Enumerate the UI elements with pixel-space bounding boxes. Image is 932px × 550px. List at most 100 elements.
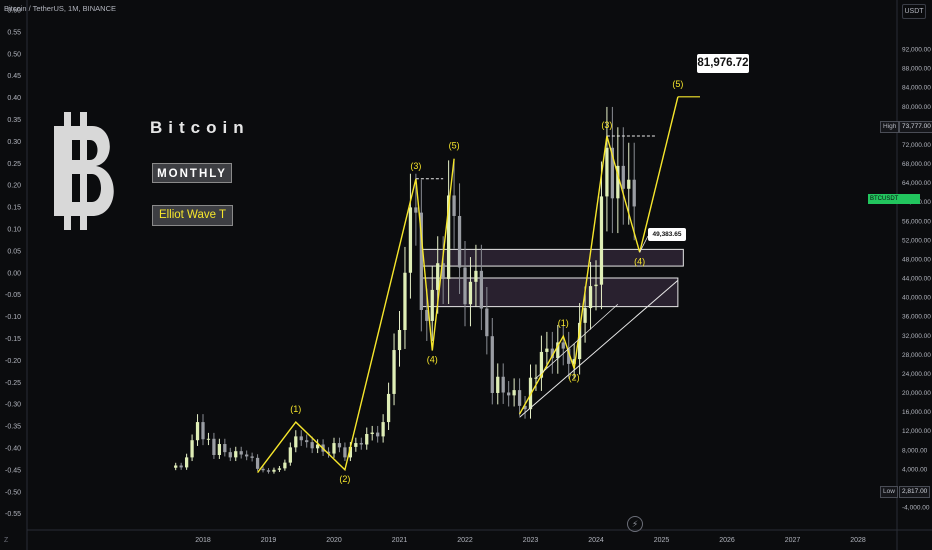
candle-body	[261, 468, 265, 471]
candle-body	[457, 215, 462, 268]
candle-body	[239, 451, 243, 455]
x-tick-label: 2021	[392, 537, 408, 544]
candle-body	[315, 444, 320, 449]
candle-body	[539, 351, 544, 378]
timeframe-label: MONTHLY	[152, 163, 232, 183]
candle-body	[354, 443, 358, 447]
candle-body	[616, 165, 620, 199]
candle-body	[490, 336, 494, 393]
candle-body	[425, 309, 429, 321]
right-tick-label: 4,000.00	[902, 466, 928, 473]
candle-body	[599, 196, 604, 285]
candle-body	[463, 267, 467, 305]
candle-body	[228, 452, 232, 458]
wave-label: (5)	[672, 79, 683, 89]
right-tick-label: 8,000.00	[902, 447, 928, 454]
candle-body	[305, 440, 309, 443]
candle-body	[359, 443, 363, 445]
left-tick-label: 0.05	[7, 248, 21, 255]
candle-body	[299, 436, 303, 441]
left-tick-label: 0.50	[7, 51, 21, 58]
left-tick-label: 0.55	[7, 29, 21, 36]
wave-line-cycle-1	[257, 158, 455, 474]
candle-body	[386, 393, 391, 423]
left-tick-label: -0.45	[5, 467, 21, 474]
high-label: High	[880, 121, 900, 133]
wave-projection-line	[639, 96, 679, 253]
left-tick-label: 0.35	[7, 117, 21, 124]
candle-body	[621, 165, 625, 189]
candle-body	[512, 390, 516, 396]
candle-body	[605, 147, 609, 197]
candle-body	[419, 212, 423, 310]
left-tick-label: -0.50	[5, 489, 21, 496]
bitcoin-logo	[54, 112, 114, 230]
wave-label: (3)	[410, 161, 421, 171]
wave-line-cycle-2	[518, 135, 641, 415]
target-price-label: 81,976.72	[697, 54, 749, 73]
overlay-title: Bitcoin	[150, 118, 250, 137]
lightning-icon[interactable]: ⚡	[627, 516, 643, 532]
candle-body	[588, 286, 593, 309]
candle-body	[436, 263, 440, 290]
left-tick-label: -0.40	[5, 446, 21, 453]
right-tick-label: -4,000.00	[902, 505, 930, 512]
left-tick-label: -0.05	[5, 292, 21, 299]
candle-body	[337, 443, 342, 448]
right-tick-label: 20,000.00	[902, 390, 931, 397]
candle-body	[283, 462, 287, 469]
candle-body	[376, 432, 380, 437]
candle-body	[195, 422, 200, 441]
support-trendline	[519, 280, 679, 418]
candle-body	[485, 308, 489, 337]
right-tick-label: 16,000.00	[902, 409, 931, 416]
x-tick-label: 2027	[785, 537, 801, 544]
candle-body	[234, 451, 238, 458]
x-tick-label: 2028	[850, 537, 866, 544]
right-tick-label: 52,000.00	[902, 237, 931, 244]
x-tick-label: 2018	[195, 537, 211, 544]
candle-body	[441, 263, 445, 279]
candle-body	[583, 308, 587, 323]
candle-body	[397, 330, 402, 351]
candle-body	[277, 468, 282, 470]
currency-button[interactable]: USDT	[902, 4, 926, 19]
candle-body	[550, 348, 554, 359]
candle-body	[326, 451, 331, 454]
candle-body	[523, 405, 527, 410]
current-price-tag: BTCUSDT	[868, 194, 920, 204]
candle-body	[206, 438, 211, 440]
right-tick-label: 48,000.00	[902, 256, 931, 263]
wave-label: (4)	[427, 355, 438, 365]
symbol-header[interactable]: Bitcoin / TetherUS, 1M, BINANCE	[4, 4, 116, 13]
x-tick-label: 2020	[326, 537, 342, 544]
candle-body	[632, 179, 636, 207]
candle-body	[272, 469, 276, 472]
candle-body	[365, 434, 369, 445]
candle-body	[572, 359, 576, 364]
candle-body	[348, 446, 353, 458]
right-tick-label: 68,000.00	[902, 161, 931, 168]
wave4-pointer-line	[639, 235, 649, 253]
wave4-price-label: 49,383.65	[648, 228, 686, 241]
left-tick-label: -0.30	[5, 402, 21, 409]
wave-label: (2)	[569, 373, 580, 383]
candle-body	[288, 447, 292, 463]
candle-body	[594, 284, 598, 287]
right-tick-label: 72,000.00	[902, 142, 931, 149]
left-tick-label: -0.35	[5, 424, 21, 431]
right-tick-label: 56,000.00	[902, 218, 931, 225]
right-tick-label: 80,000.00	[902, 104, 931, 111]
wave-label: (3)	[601, 120, 612, 130]
candle-body	[496, 376, 500, 393]
candle-body	[190, 440, 194, 458]
left-tick-label: 0.45	[7, 73, 21, 80]
candle-body	[223, 444, 227, 453]
x-tick-label: 2022	[457, 537, 473, 544]
left-tick-label: -0.20	[5, 358, 21, 365]
right-tick-label: 24,000.00	[902, 371, 931, 378]
x-tick-label: 2019	[261, 537, 277, 544]
candle-body	[479, 270, 484, 309]
candle-body	[627, 179, 631, 189]
